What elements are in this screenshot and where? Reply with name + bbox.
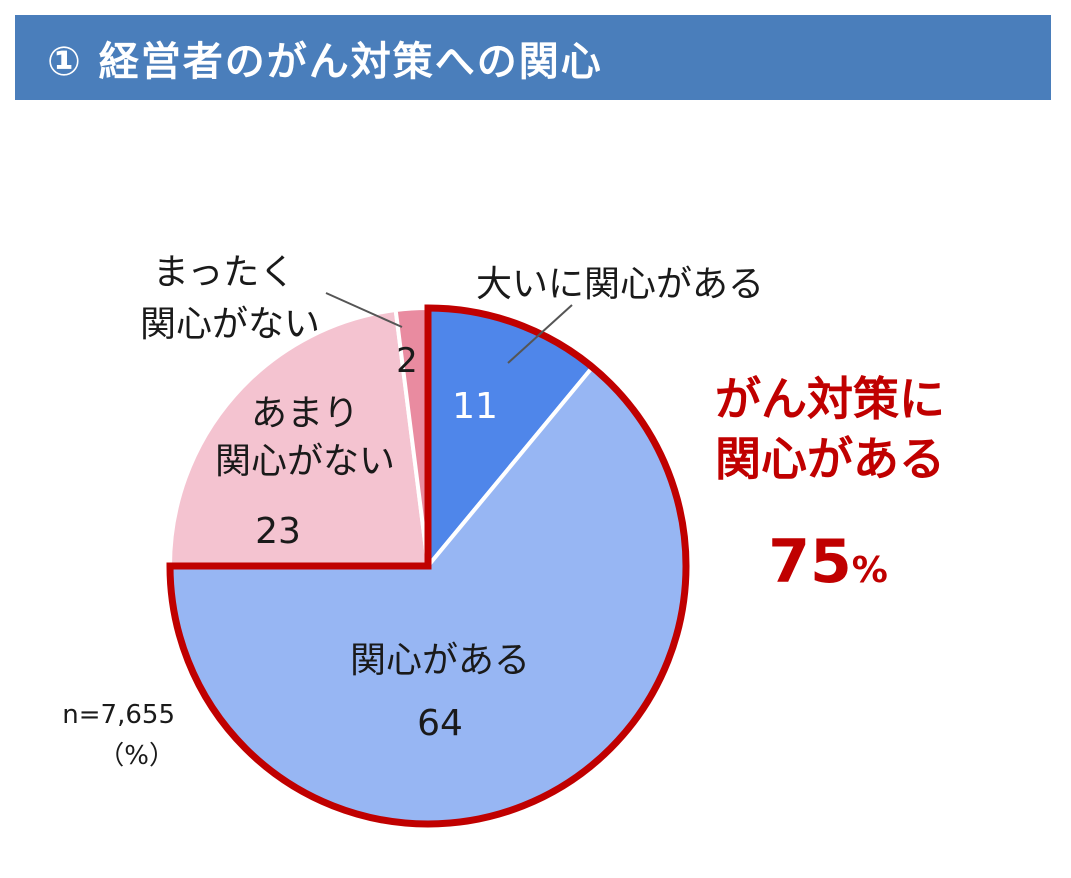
highlight-value: 75% bbox=[768, 527, 888, 597]
leader-line-very-interested bbox=[507, 304, 573, 364]
label-not-very-line1: あまり bbox=[251, 393, 359, 434]
label-very-interested: 大いに関心がある bbox=[476, 264, 764, 305]
highlight-unit: % bbox=[852, 550, 888, 591]
leader-line-not-at-all bbox=[325, 292, 403, 328]
label-interested: 関心がある bbox=[350, 640, 530, 681]
highlight-label-line1: がん対策に bbox=[715, 372, 945, 426]
value-interested: 64 bbox=[417, 703, 463, 744]
highlight-number: 75 bbox=[768, 527, 852, 597]
label-not-at-all-line2: 関心がない bbox=[140, 304, 320, 345]
label-not-very-line2: 関心がない bbox=[215, 441, 395, 482]
pie-slices bbox=[167, 305, 688, 826]
value-very-interested: 11 bbox=[452, 386, 498, 427]
highlight-outline bbox=[166, 304, 690, 828]
sample-size: n=7,655 bbox=[62, 700, 175, 730]
value-not-very: 23 bbox=[255, 511, 301, 552]
slice-not-very bbox=[167, 307, 431, 568]
value-not-at-all: 2 bbox=[396, 341, 418, 381]
unit-note: （%） bbox=[98, 741, 175, 771]
label-not-at-all-line1: まったく bbox=[153, 252, 296, 293]
highlight-label-line2: 関心がある bbox=[715, 432, 945, 486]
page-title: ① 経営者のがん対策への関心 bbox=[47, 39, 603, 85]
title-banner: ① 経営者のがん対策への関心 bbox=[15, 15, 1051, 100]
